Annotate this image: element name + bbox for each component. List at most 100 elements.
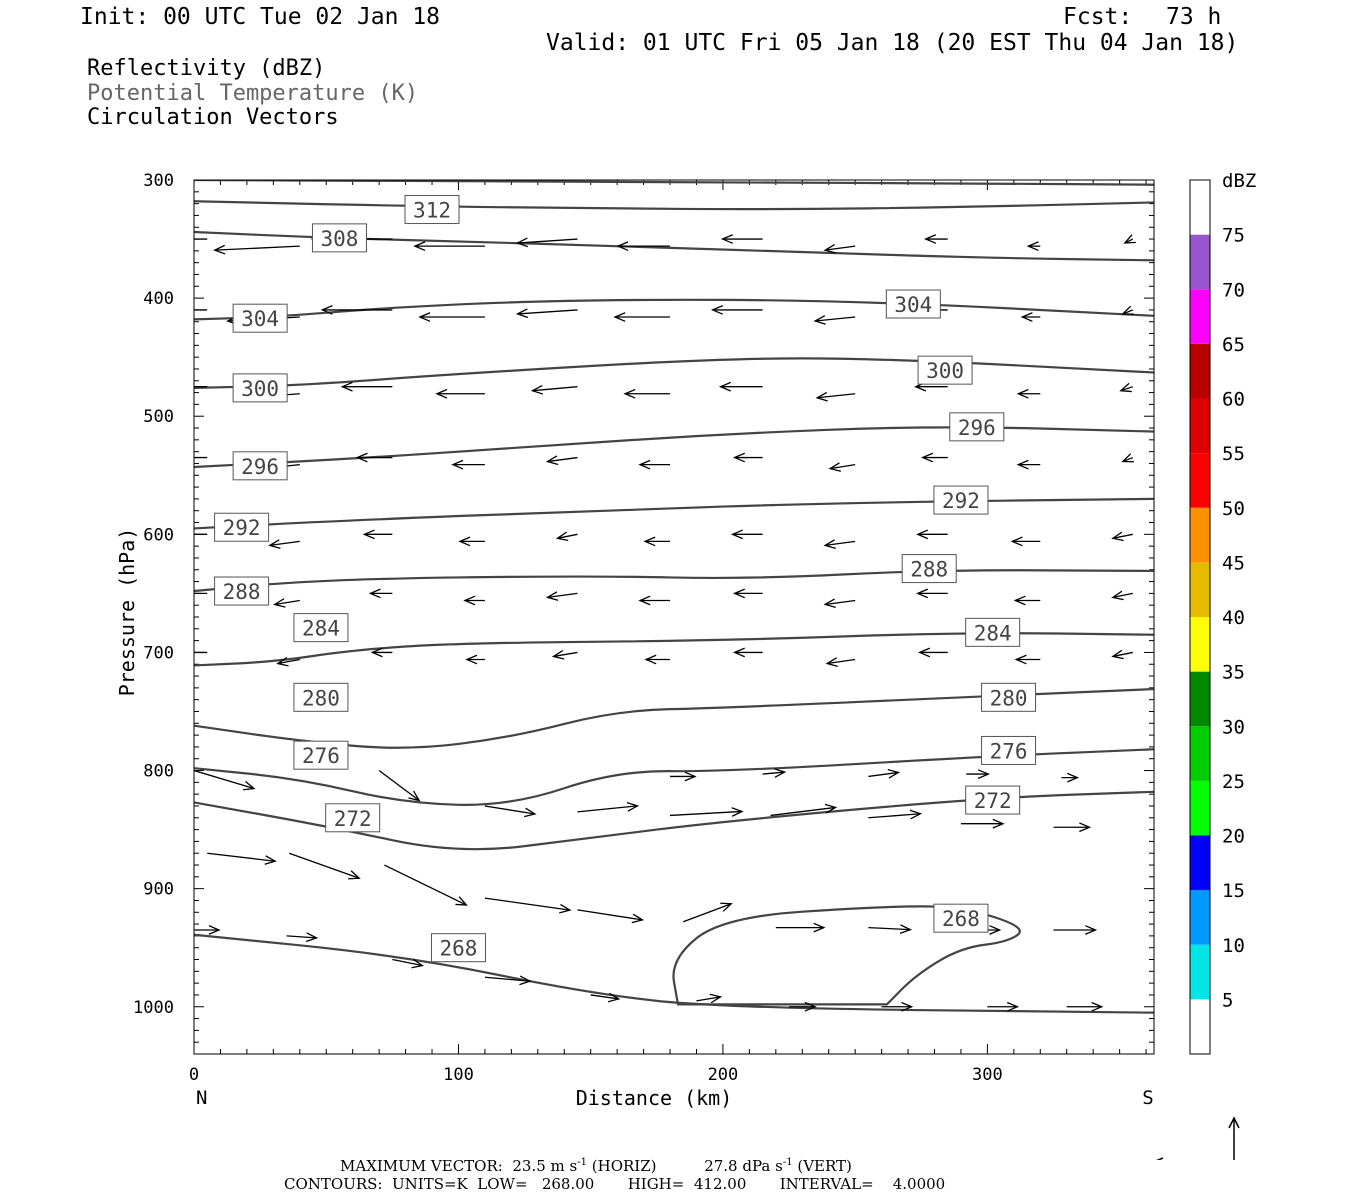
vector-head: [451, 459, 464, 470]
circulation-vector: [577, 802, 640, 813]
colorbar-label: 20: [1222, 826, 1245, 848]
vector-head: [555, 531, 569, 542]
circulation-vector: [545, 455, 578, 466]
colorbar-segment: [1190, 562, 1210, 617]
vector-head: [530, 384, 544, 395]
colorbar-label: 40: [1222, 607, 1245, 629]
horiz-value: 23.5 m s: [512, 1157, 578, 1175]
vector-head: [732, 588, 745, 599]
circulation-vector: [463, 595, 485, 606]
contour-label-text: 292: [223, 516, 261, 540]
y-tick-label: 700: [143, 643, 174, 663]
contour-label-text: 272: [334, 807, 372, 831]
vector-head: [458, 536, 471, 547]
vector-head: [355, 452, 368, 463]
vector-head: [147, 382, 157, 391]
vector-head: [732, 452, 745, 463]
contour-label: 300: [917, 355, 973, 385]
vector-shaft: [1120, 386, 1134, 392]
y-tick-label: 1000: [133, 998, 174, 1018]
colorbar-label: 35: [1222, 662, 1245, 684]
vector-shaft: [770, 806, 836, 817]
contour-label-box: [214, 576, 270, 606]
circulation-vector: [1119, 382, 1134, 393]
vector-shaft: [1122, 456, 1134, 463]
circulation-vector: [868, 809, 923, 820]
horiz-unit: (HORIZ): [591, 1157, 657, 1175]
contour-label: 308: [311, 223, 367, 253]
x-tick-label: 300: [972, 1065, 1003, 1085]
vector-head: [435, 388, 448, 399]
circulation-vector: [1014, 654, 1041, 665]
vert-exponent: -1: [782, 1157, 793, 1168]
vector-head: [718, 381, 731, 392]
max-vector-line: MAXIMUM VECTOR: 23.5 m s-1 (HORIZ) 27.8 …: [340, 1158, 852, 1174]
vector-shaft: [830, 463, 856, 470]
contour-label-box: [404, 195, 460, 225]
vector-shaft: [547, 592, 578, 599]
horiz-exponent: -1: [577, 1157, 587, 1168]
colorbar-label: 55: [1222, 443, 1245, 465]
contour-label-box: [325, 803, 381, 833]
circulation-vector: [1111, 590, 1133, 601]
x-tick-label: 100: [443, 1065, 474, 1085]
vector-head: [710, 305, 723, 315]
colorbar-segment: [1190, 780, 1210, 836]
vector-head: [1016, 459, 1029, 470]
colorbar-label: 65: [1222, 334, 1245, 356]
theta-contour-line: [194, 632, 1154, 667]
field-reflectivity: Reflectivity (dBZ): [87, 56, 326, 81]
contour-label: 292: [214, 512, 270, 542]
circulation-vector: [530, 384, 578, 395]
circulation-vector: [1016, 459, 1041, 470]
vector-head: [1020, 312, 1033, 322]
circulation-vector: [918, 647, 948, 658]
contour-label: 276: [293, 740, 349, 770]
circulation-vector: [815, 391, 856, 402]
circulation-vector: [710, 305, 763, 315]
vector-head: [828, 462, 841, 472]
circulation-vector: [638, 459, 671, 470]
vector-head: [1121, 453, 1134, 463]
colorbar-segment: [1190, 398, 1210, 454]
vector-head: [264, 855, 277, 865]
vector-shaft: [547, 456, 578, 463]
colorbar-segment: [1190, 671, 1210, 727]
field-theta: Potential Temperature (K): [87, 81, 419, 106]
vector-head: [165, 453, 175, 462]
vector-head: [823, 598, 836, 608]
circulation-vector: [644, 654, 671, 665]
vector-head: [545, 591, 559, 601]
circulation-vector: [590, 992, 621, 1003]
vector-head: [921, 452, 934, 463]
circulation-vector: [916, 529, 948, 540]
colorbar-segment: [1190, 944, 1210, 1000]
vector-shaft: [815, 316, 856, 322]
vector-head: [1121, 305, 1134, 315]
contour-label: 288: [214, 576, 270, 606]
vector-head: [1026, 241, 1039, 252]
theta-contour-line: [194, 200, 1154, 211]
theta-contour-line: [194, 569, 1154, 593]
colorbar-label: 10: [1222, 935, 1245, 957]
colorbar-segment: [1190, 453, 1210, 508]
contour-label-box: [214, 512, 270, 542]
circulation-vector: [484, 975, 532, 986]
colorbar-segment: [1190, 289, 1210, 344]
colorbar-label: 70: [1222, 279, 1245, 301]
vector-shaft: [577, 805, 638, 813]
circulation-vector: [921, 452, 948, 463]
vector-head: [273, 598, 286, 608]
contour-label-box: [232, 373, 288, 403]
vector-head: [362, 529, 375, 540]
circulation-vector: [966, 769, 990, 779]
contour-label: 284: [965, 617, 1021, 647]
circulation-vector: [987, 1001, 1020, 1012]
vector-head: [1111, 590, 1124, 601]
colorbar-segment: [1190, 507, 1210, 563]
vector-head: [268, 539, 281, 549]
vector-head: [132, 306, 142, 315]
vector-head: [638, 459, 651, 470]
circulation-vector: [458, 536, 485, 547]
circulation-vector: [960, 818, 1005, 829]
